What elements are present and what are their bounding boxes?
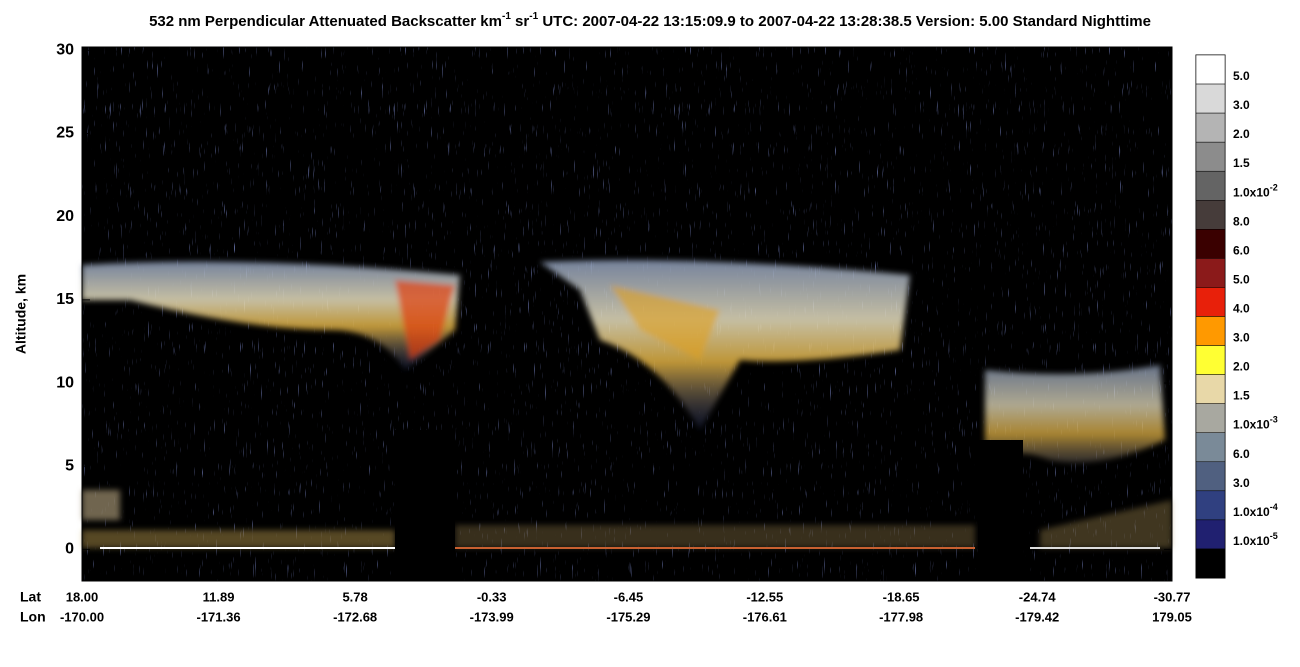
colorbar-label: 1.0x10-4 — [1233, 502, 1278, 519]
cloud-features — [82, 260, 1172, 548]
colorbar-label-text: 5.0 — [1233, 69, 1250, 83]
x-tick-label: 5.78 — [342, 589, 367, 604]
colorbar-label-text: 8.0 — [1233, 215, 1250, 229]
colorbar-swatch — [1195, 141, 1226, 172]
x-row-label: Lat — [20, 589, 41, 605]
lon-tick-label: 179.05 — [1152, 609, 1192, 624]
colorbar-label: 1.5 — [1233, 156, 1250, 170]
lon-tick-label: -173.99 — [470, 609, 514, 624]
colorbar-label: 1.0x10-2 — [1233, 183, 1278, 200]
colorbar-label: 4.0 — [1233, 302, 1250, 316]
colorbar-swatch — [1195, 287, 1226, 317]
colorbar-label-exp: -2 — [1270, 183, 1278, 193]
colorbar-label-exp: -4 — [1270, 502, 1278, 512]
colorbar-swatch — [1195, 374, 1226, 404]
x-tick-label: -6.45 — [614, 589, 644, 604]
title-part: UTC: 2007-04-22 13:15:09.9 to 2007-04-22… — [538, 13, 1151, 30]
colorbar-label-exp: -5 — [1270, 531, 1278, 541]
colorbar-label-text: 3.0 — [1233, 476, 1250, 490]
colorbar-label: 3.0 — [1233, 98, 1250, 112]
y-tick-label: 30 — [56, 42, 74, 59]
colorbar-swatch — [1195, 200, 1226, 230]
colorbar-label: 2.0 — [1233, 360, 1250, 374]
y-tick-label: 5 — [65, 457, 74, 474]
y-axis-label: Altitude, km — [13, 274, 29, 354]
colorbar-label: 6.0 — [1233, 244, 1250, 258]
colorbar-label: 1.5 — [1233, 389, 1250, 403]
colorbar-label-text: 1.5 — [1233, 156, 1250, 170]
title-sup: -1 — [502, 11, 511, 22]
colorbar-label: 3.0 — [1233, 331, 1250, 345]
colorbar-label-text: 5.0 — [1233, 273, 1250, 287]
colorbar-label-text: 3.0 — [1233, 331, 1250, 345]
colorbar-swatch — [1195, 316, 1226, 346]
colorbar-swatch — [1195, 258, 1226, 288]
colorbar-label-text: 3.0 — [1233, 98, 1250, 112]
colorbar-swatch — [1195, 432, 1226, 463]
colorbar-label: 5.0 — [1233, 273, 1250, 287]
title-part: 532 nm Perpendicular Attenuated Backscat… — [149, 13, 502, 30]
lon-tick-label: -172.68 — [333, 609, 377, 624]
colorbar-label-text: 1.5 — [1233, 389, 1250, 403]
colorbar-label-text: 1.0x10 — [1233, 418, 1270, 432]
y-tick-label: 10 — [56, 374, 74, 391]
x-tick-label: -12.55 — [746, 589, 783, 604]
signal-gap — [395, 430, 455, 581]
colorbar-label-text: 1.0x10 — [1233, 505, 1270, 519]
x-tick-label: 18.00 — [66, 589, 99, 604]
colorbar-label: 2.0 — [1233, 127, 1250, 141]
x-tick-label: -0.33 — [477, 589, 507, 604]
colorbar-label-text: 2.0 — [1233, 360, 1250, 374]
plot-frame — [81, 46, 1173, 582]
x-tick-label: -24.74 — [1019, 589, 1057, 604]
colorbar-swatch — [1195, 548, 1226, 579]
colorbar-swatch — [1195, 170, 1226, 201]
colorbar-swatch — [1195, 519, 1226, 550]
y-tick-label: 15 — [56, 291, 74, 308]
colorbar-swatch — [1195, 403, 1226, 433]
title-part: sr — [511, 13, 530, 30]
colorbar-label: 5.0 — [1233, 69, 1250, 83]
colorbar-label: 1.0x10-3 — [1233, 415, 1278, 432]
y-tick-label: 25 — [56, 125, 74, 142]
y-tick-label: 20 — [56, 208, 74, 225]
lon-tick-label: -171.36 — [197, 609, 241, 624]
colorbar-label-text: 1.0x10 — [1233, 185, 1270, 199]
x-tick-label: 11.89 — [203, 589, 235, 604]
lon-tick-label: -179.42 — [1015, 609, 1059, 624]
x-tick-label: -30.77 — [1154, 589, 1191, 604]
signal-gap — [978, 440, 1023, 581]
colorbar-swatch — [1195, 112, 1226, 143]
colorbar-label-text: 1.0x10 — [1233, 534, 1270, 548]
colorbar-label: 6.0 — [1233, 447, 1250, 461]
colorbar-label-exp: -3 — [1270, 415, 1278, 425]
x-tick-label: -18.65 — [883, 589, 920, 604]
title-sup: -1 — [529, 11, 538, 22]
lon-tick-label: -170.00 — [60, 609, 104, 624]
colorbar-label: 1.0x10-5 — [1233, 531, 1278, 548]
x-row-label: Lon — [20, 609, 46, 625]
colorbar-swatch — [1195, 83, 1226, 114]
colorbar-swatch — [1195, 229, 1226, 259]
colorbar-label-text: 2.0 — [1233, 127, 1250, 141]
lon-tick-label: -175.29 — [606, 609, 650, 624]
colorbar-label: 8.0 — [1233, 215, 1250, 229]
y-tick-label: 0 — [65, 541, 74, 558]
lon-tick-label: -177.98 — [879, 609, 923, 624]
colorbar-swatch — [1195, 345, 1226, 375]
colorbar-label-text: 6.0 — [1233, 447, 1250, 461]
colorbar-swatch — [1195, 461, 1226, 492]
chart-title: 532 nm Perpendicular Attenuated Backscat… — [149, 11, 1151, 30]
colorbar-swatch — [1195, 54, 1226, 85]
colorbar-label: 3.0 — [1233, 476, 1250, 490]
colorbar-label-text: 4.0 — [1233, 302, 1250, 316]
colorbar-swatch — [1195, 490, 1226, 521]
lon-tick-label: -176.61 — [743, 609, 787, 624]
colorbar-label-text: 6.0 — [1233, 244, 1250, 258]
